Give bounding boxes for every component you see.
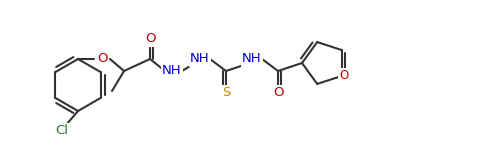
Text: Cl: Cl — [56, 125, 68, 138]
Text: O: O — [339, 69, 348, 82]
Text: NH: NH — [242, 52, 262, 65]
Text: O: O — [97, 52, 107, 65]
Text: NH: NH — [190, 52, 210, 65]
Text: O: O — [145, 32, 155, 45]
Text: NH: NH — [162, 64, 182, 78]
Text: O: O — [273, 87, 283, 100]
Text: S: S — [222, 87, 230, 100]
